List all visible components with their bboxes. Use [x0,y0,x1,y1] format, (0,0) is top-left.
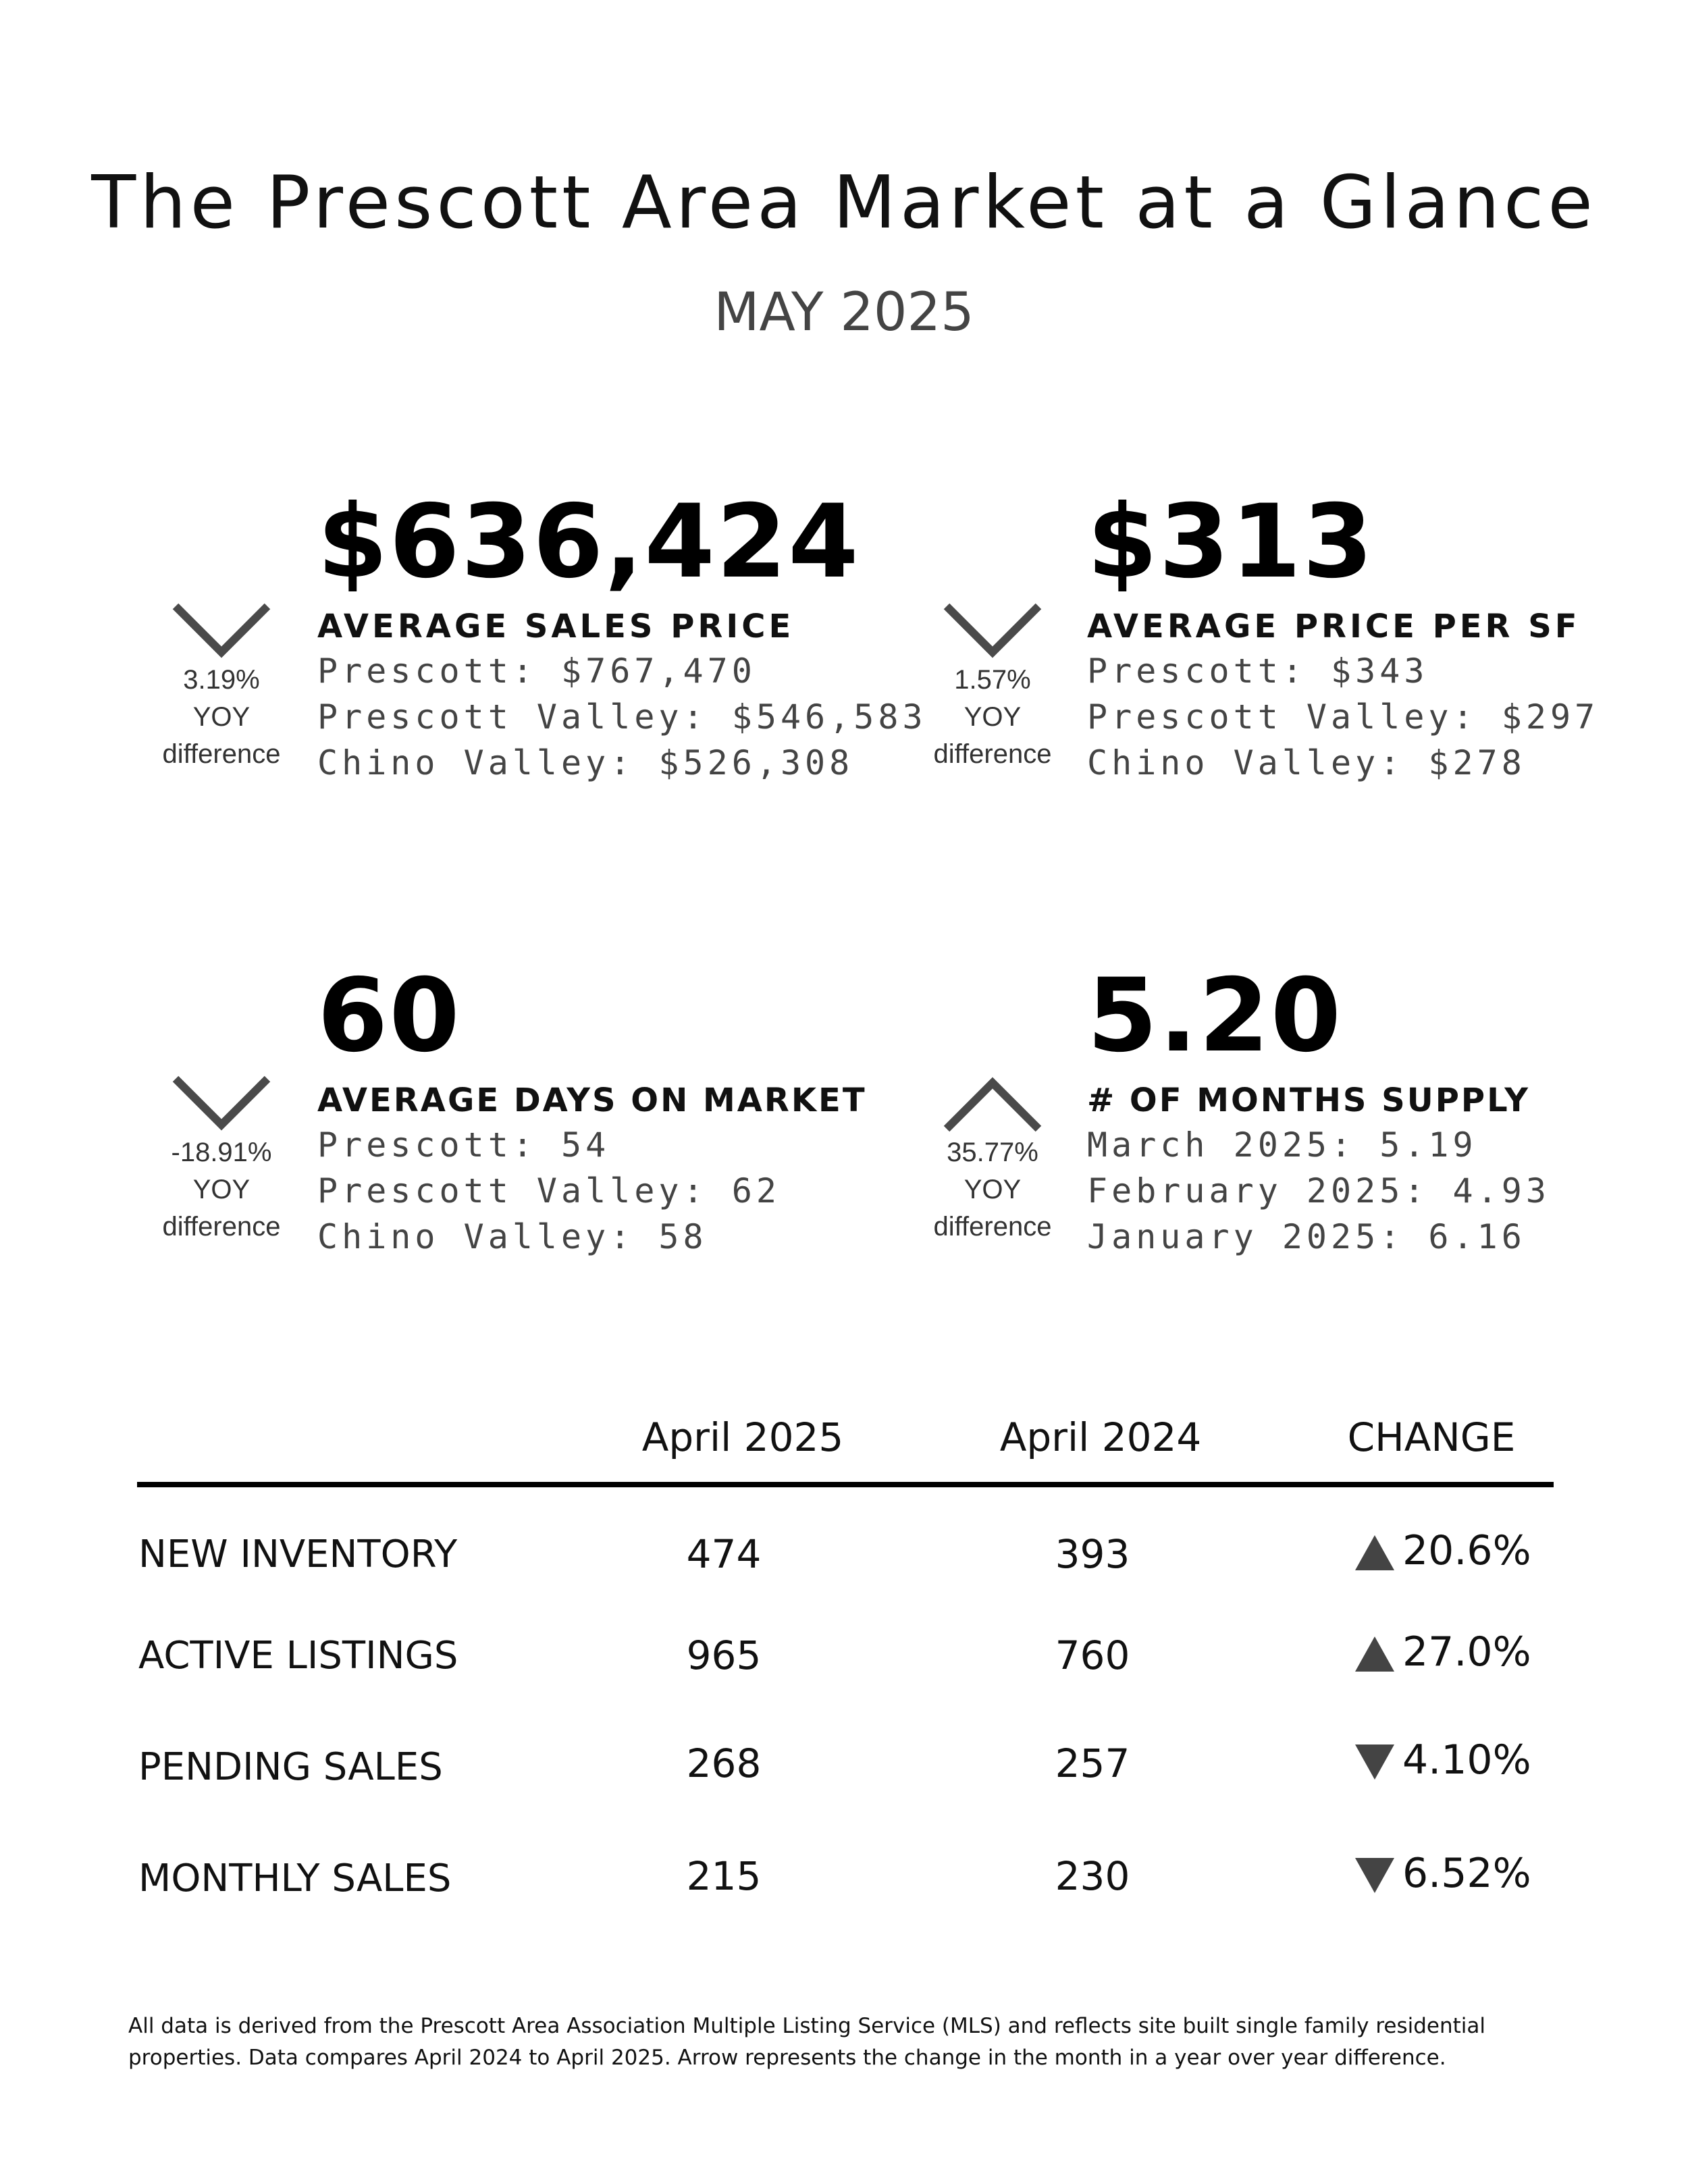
cell-current: 215 [686,1853,762,1899]
stat-line: Chino Valley: 58 [317,1217,708,1256]
page-subtitle: MAY 2025 [714,282,974,343]
cell-change: 20.6% [1354,1527,1556,1574]
yoy-percent: 1.57% [954,665,1031,695]
stat-label: AVERAGE DAYS ON MARKET [317,1082,867,1119]
triangle-down-icon [1355,1744,1394,1780]
row-label: PENDING SALES [138,1745,443,1789]
yoy-label: YOY [964,1175,1022,1204]
yoy-percent: 3.19% [183,665,260,695]
change-value: 4.10% [1402,1736,1531,1784]
yoy-label: YOY [964,702,1022,732]
yoy-percent: -18.91% [171,1138,272,1167]
stat-value: 5.20 [1087,957,1343,1075]
stat-label: AVERAGE PRICE PER SF [1087,608,1581,645]
yoy-label: YOY [192,702,250,732]
stat-line: Chino Valley: $278 [1087,743,1526,782]
stat-label: # OF MONTHS SUPPLY [1087,1082,1530,1119]
cell-current: 268 [686,1740,762,1786]
stat-average-price-per-sf: $313 AVERAGE PRICE PER SF Prescott: $343… [1087,491,1688,786]
stat-line: Prescott: $343 [1087,651,1429,691]
triangle-up-icon [1355,1535,1394,1571]
cell-previous: 257 [1055,1740,1130,1786]
yoy-indicator: 3.19% YOY difference [144,601,299,773]
triangle-down-icon [1355,1858,1394,1894]
stat-line: Prescott Valley: $297 [1087,697,1600,737]
yoy-indicator: 1.57% YOY difference [915,601,1070,773]
stat-value: $636,424 [317,483,860,601]
yoy-indicator: -18.91% YOY difference [144,1073,299,1246]
stat-line: Prescott Valley: 62 [317,1171,781,1210]
row-label: MONTHLY SALES [138,1857,452,1900]
chevron-down-icon [172,1075,271,1131]
cell-change: 27.0% [1354,1628,1556,1676]
stat-average-sales-price: $636,424 AVERAGE SALES PRICE Prescott: $… [317,491,993,786]
stat-line: January 2025: 6.16 [1087,1217,1526,1256]
chevron-down-icon [172,603,271,658]
table-header-rule [137,1482,1554,1487]
yoy-difference: difference [933,739,1052,769]
chevron-down-icon [943,603,1042,658]
stat-line: February 2025: 4.93 [1087,1171,1550,1210]
triangle-up-icon [1355,1636,1394,1672]
cell-previous: 393 [1055,1531,1130,1577]
column-header-change: CHANGE [1347,1414,1516,1460]
stat-line: Prescott Valley: $546,583 [317,697,927,737]
footnote: All data is derived from the Prescott Ar… [128,2014,1486,2070]
yoy-difference: difference [162,1212,281,1242]
stat-value: 60 [317,957,461,1075]
cell-change: 6.52% [1354,1850,1556,1897]
cell-change: 4.10% [1354,1736,1556,1784]
yoy-difference: difference [933,1212,1052,1242]
row-label: ACTIVE LISTINGS [138,1634,458,1678]
cell-current: 474 [686,1531,762,1577]
stat-line: March 2025: 5.19 [1087,1125,1477,1165]
stat-line: Prescott: $767,470 [317,651,756,691]
yoy-percent: 35.77% [947,1138,1038,1167]
stat-value: $313 [1087,483,1375,601]
chevron-up-icon [943,1077,1042,1132]
change-value: 20.6% [1402,1527,1531,1574]
cell-previous: 230 [1055,1853,1130,1899]
change-value: 6.52% [1402,1850,1531,1897]
column-header-april-2025: April 2025 [641,1414,844,1460]
stat-label: AVERAGE SALES PRICE [317,608,795,645]
yoy-label: YOY [192,1175,250,1204]
stat-line: Chino Valley: $526,308 [317,743,854,782]
stat-line: Prescott: 54 [317,1125,610,1165]
stat-months-supply: 5.20 # OF MONTHS SUPPLY March 2025: 5.19… [1087,965,1688,1260]
cell-previous: 760 [1055,1632,1130,1678]
yoy-difference: difference [162,739,281,769]
yoy-indicator: 35.77% YOY difference [915,1073,1070,1246]
cell-current: 965 [686,1632,762,1678]
page-title: The Prescott Area Market at a Glance [91,161,1597,245]
column-header-april-2024: April 2024 [999,1414,1202,1460]
change-value: 27.0% [1402,1628,1531,1676]
stat-average-days-on-market: 60 AVERAGE DAYS ON MARKET Prescott: 54 P… [317,965,993,1260]
row-label: NEW INVENTORY [138,1533,458,1576]
